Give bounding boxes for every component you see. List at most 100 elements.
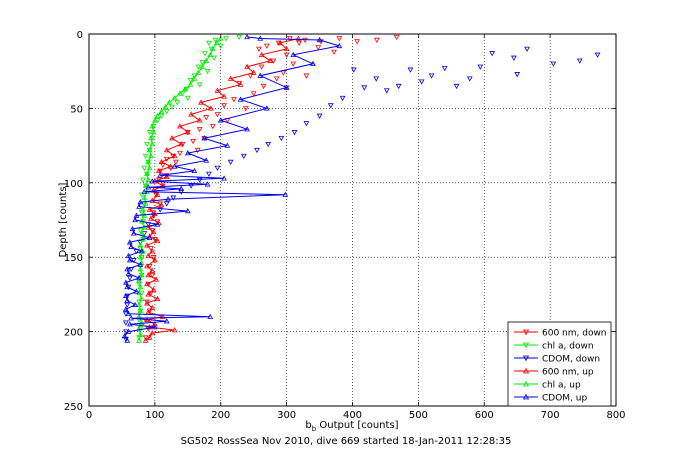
data-point [141, 194, 148, 200]
data-point [162, 103, 169, 110]
data-point [150, 129, 157, 135]
data-point [214, 112, 221, 118]
data-point [173, 159, 179, 165]
data-point [165, 196, 171, 202]
data-point [303, 73, 310, 79]
data-point [194, 147, 201, 154]
data-point [151, 321, 158, 327]
data-point [339, 95, 346, 102]
data-point [121, 333, 128, 339]
data-point [169, 135, 175, 141]
data-point [145, 224, 152, 230]
data-point [373, 76, 380, 82]
data-point [524, 46, 530, 52]
data-point [223, 36, 229, 42]
data-point [125, 328, 132, 334]
data-point [207, 51, 214, 57]
legend-label: chl a, up [542, 381, 581, 391]
data-point [146, 334, 153, 340]
data-point [196, 82, 203, 88]
data-point [211, 55, 218, 61]
data-point [489, 51, 496, 57]
data-point [150, 228, 157, 235]
data-point [209, 124, 216, 130]
data-point [273, 76, 280, 82]
data-point [576, 58, 583, 64]
y-tick-label: 100 [64, 179, 83, 190]
legend-entry: 600 nm, down [514, 329, 607, 339]
data-point [331, 49, 337, 55]
data-point [142, 182, 149, 188]
x-axis-label-main: b [305, 420, 311, 431]
data-point [204, 69, 211, 75]
y-tick-label: 50 [70, 104, 83, 115]
data-point [144, 300, 150, 306]
data-point [217, 35, 224, 41]
legend-entry: chl a, up [514, 381, 581, 391]
data-point [221, 175, 227, 181]
data-point [149, 178, 156, 184]
data-point [316, 36, 323, 43]
data-point [177, 150, 183, 157]
series-layer [121, 33, 601, 343]
legend-marker [522, 367, 530, 374]
data-point [231, 97, 237, 103]
data-point [171, 152, 178, 159]
data-point [206, 40, 212, 46]
data-point [212, 37, 219, 43]
data-point [149, 141, 156, 147]
legend-marker [522, 393, 530, 400]
data-point [167, 163, 174, 169]
data-point [123, 279, 129, 285]
data-point [144, 141, 150, 148]
x-tick-label: 700 [541, 410, 560, 421]
data-point [146, 206, 153, 212]
data-point [123, 306, 129, 312]
data-point [203, 115, 210, 121]
data-point [166, 99, 173, 105]
data-point [196, 177, 203, 183]
data-point [283, 45, 290, 52]
data-point [295, 35, 302, 41]
data-point [124, 283, 131, 290]
data-point [291, 130, 298, 136]
data-point [144, 242, 150, 248]
y-tick-label: 250 [64, 402, 83, 413]
data-point [207, 313, 214, 319]
data-point [130, 258, 137, 264]
data-point [123, 320, 129, 326]
data-point [204, 181, 211, 187]
data-point [126, 321, 133, 327]
data-point [277, 39, 283, 46]
data-point [466, 76, 473, 82]
data-point [203, 57, 210, 63]
data-point [149, 248, 156, 254]
data-point [184, 208, 191, 214]
data-point [227, 75, 234, 81]
data-point [137, 266, 144, 272]
x-tick-label: 100 [145, 410, 164, 421]
data-point [217, 43, 224, 49]
data-point [453, 83, 460, 90]
data-point [257, 72, 264, 78]
data-point [137, 331, 144, 337]
data-point [195, 69, 202, 75]
figure-caption: SG502 RossSea Nov 2010, dive 669 started… [181, 436, 512, 447]
data-point [287, 36, 293, 42]
legend-entry: CDOM, down [514, 355, 600, 365]
data-point [178, 141, 185, 147]
data-point [126, 239, 133, 245]
data-point [146, 164, 153, 171]
legend-entry: chl a, down [514, 342, 594, 352]
data-point [137, 254, 144, 260]
series-line [123, 36, 340, 341]
data-point [159, 313, 166, 319]
data-point [137, 283, 144, 290]
data-point [250, 69, 257, 75]
data-point [142, 153, 149, 160]
data-point [138, 295, 145, 302]
data-point [163, 318, 170, 324]
data-point [171, 327, 178, 333]
data-point [124, 297, 131, 303]
